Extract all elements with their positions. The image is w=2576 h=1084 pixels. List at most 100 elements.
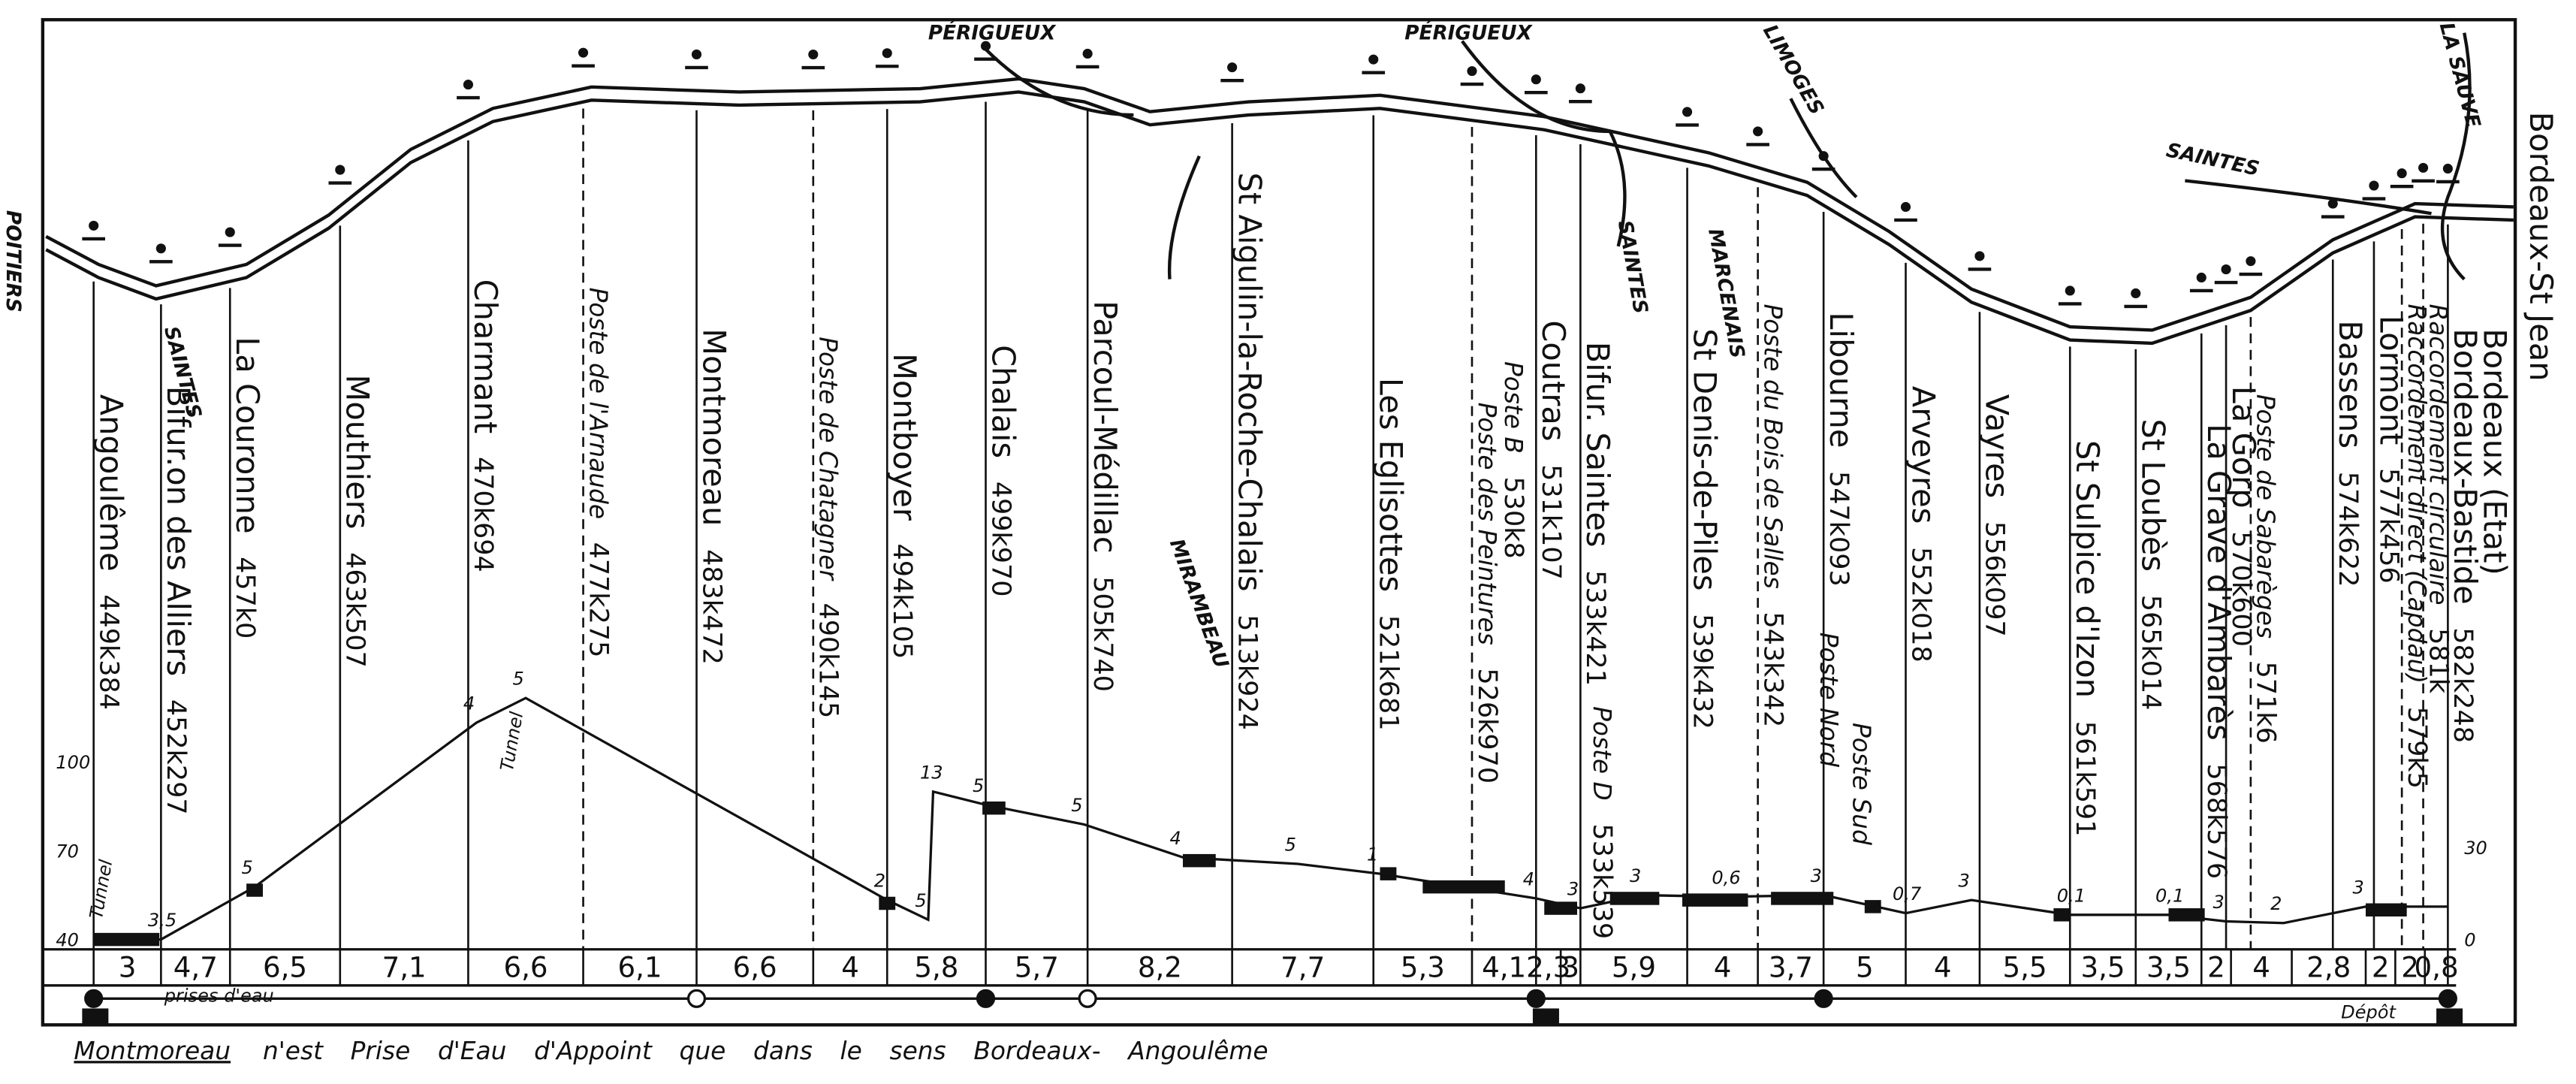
section-distance: 5 [1856,950,1874,983]
station-name: Poste de l'Arnaude [584,288,612,519]
section-distance: 5,5 [2003,950,2047,983]
station-level [1682,893,1748,907]
section-distance: 5,7 [1015,950,1059,983]
signal-lamp [1818,151,1829,162]
signal-lamp [2221,264,2231,275]
terminus-main: Bordeaux-St Jean [2523,112,2559,382]
footnote-station: Montmoreau [74,1037,231,1065]
signal-lamp [691,49,702,60]
section-distance: 3,7 [1769,950,1813,983]
station-name: Charmant [467,279,504,434]
gradient: 3 [1811,865,1822,886]
signal-lamp [2418,162,2429,173]
altitude: 40 [56,929,79,950]
section-distance: 6,6 [503,950,547,983]
gradient: 3 [1630,865,1641,886]
section-distance: 4 [1934,950,1952,983]
tunnel: Tunnel [86,858,116,920]
station-km: 574k622 [2333,472,2363,587]
water-legend: prises d'eau [164,986,274,1007]
signal-lamp [578,47,589,58]
station-level [982,801,1006,815]
section-distance: 5,8 [914,950,958,983]
direction: PÉRIGUEUX [928,20,1057,44]
gradient: 5 [1285,835,1296,856]
signal-lamp [335,165,345,175]
station-name: Poste de Chatagner [814,337,843,581]
station-name: St Loubès [2134,419,2171,572]
branch [984,48,1134,117]
gradient: 0,1 [2155,885,2184,906]
water-point [1526,989,1546,1008]
gradient: 1 [1367,844,1378,865]
direction: SAINTES [1613,219,1651,316]
frame [41,18,2517,1027]
station-km: 521k681 [1373,615,1403,731]
station-level [93,932,160,947]
station-name: La Couronne [229,337,266,533]
signal-lamp [1900,201,1911,213]
signal-lamp [2196,272,2206,283]
station-level [246,883,263,897]
station-name: Montboyer [886,353,923,521]
water-point [1078,989,1097,1008]
signal-lamp [1082,48,1093,59]
gradient: 5 [1071,795,1082,816]
track [45,90,2514,346]
signal-lamp [2131,288,2141,299]
gradient: 2 [874,871,885,892]
station-name: St Aigulin-la-Roche-Chalais [1231,173,1268,592]
station-name: La Gorp [2225,386,2262,509]
section-distance: 2,8 [2306,950,2351,983]
signal-lamp [89,220,99,231]
station-km: 543k342 [1757,611,1787,727]
section-distance: 7,7 [1280,950,1325,983]
section-distance: 8,2 [1138,950,1182,983]
gradient: 3,5 [148,910,176,931]
depot [1532,1008,1559,1025]
station-level [1544,901,1577,915]
section-distance: 4,7 [173,950,218,983]
water-point [84,989,104,1008]
branch [1789,98,1858,198]
signal-lamp [2397,168,2407,179]
signal-lamp [2065,285,2075,296]
station-name: Arveyres [1905,386,1941,524]
signal-lamp [1974,251,1985,261]
station-name: Vayres [1979,394,2016,499]
station-level [1864,900,1881,913]
station-km: 565k014 [2135,595,2165,711]
gradient: 13 [920,762,943,783]
signal-lamp [1467,66,1477,77]
station-km: 539k432 [1687,614,1717,729]
section-distance: 4 [2252,950,2270,983]
station-km: 561k591 [2070,721,2100,837]
gradient: 0,6 [1712,867,1740,888]
gradient: 5 [915,890,926,911]
station-km: 490k145 [813,603,843,719]
station-km: 477k275 [583,542,613,658]
station-km: 577k456 [2374,468,2404,584]
station-name: Poste des Peintures [1473,403,1501,645]
altitude: 100 [56,752,90,773]
station-level [2366,903,2407,916]
altitude: 0 [2464,929,2475,950]
station-name: Raccordement direct (Capdau) [2403,303,2431,684]
signal-lamp [808,49,819,60]
section-distance: 4 [1714,950,1732,983]
signal-lamp [1227,62,1238,73]
station-km: 499k970 [985,482,1015,597]
section-distance: 5,3 [1401,950,1445,983]
station-km: 483k472 [696,549,726,665]
station-name: Poste de Sabarèges [2252,394,2280,639]
station-level [1183,853,1216,868]
gradient: 5 [973,775,984,796]
gradient: 3 [1959,871,1970,892]
gradient: 4 [1170,828,1181,849]
depot [2436,1008,2463,1025]
section-distance: 2,3 [1526,950,1570,983]
signal-lamp [980,41,991,51]
footnote-text: n'est Prise d'Eau d'Appoint que dans le … [263,1037,1268,1065]
station-level [2168,908,2205,922]
